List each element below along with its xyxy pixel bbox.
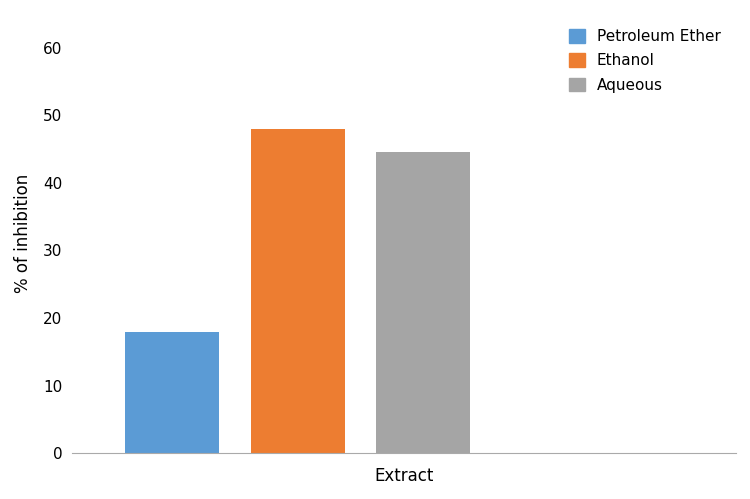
Bar	[376, 153, 470, 453]
Legend: Petroleum Ether, Ethanol, Aqueous: Petroleum Ether, Ethanol, Aqueous	[562, 21, 728, 100]
Bar	[251, 129, 344, 453]
Bar	[125, 331, 219, 453]
X-axis label: Extract: Extract	[374, 467, 434, 485]
Y-axis label: % of inhibition: % of inhibition	[14, 174, 32, 293]
